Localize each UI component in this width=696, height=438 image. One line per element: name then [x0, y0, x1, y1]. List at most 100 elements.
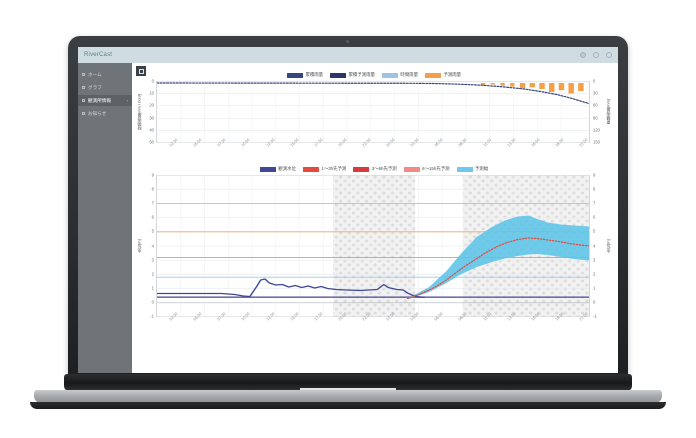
laptop-hinge	[64, 374, 632, 391]
legend-swatch	[424, 72, 441, 78]
legend-swatch	[381, 72, 398, 78]
axis-tick-label: 20	[149, 102, 154, 108]
axis-tick-label: 7	[593, 200, 596, 206]
legend-item-forecast-1-3h[interactable]: 1〜3h先予測	[302, 166, 346, 172]
axis-tick-label: 90	[593, 115, 598, 121]
rainfall-ylabel-right: 累積雨量[mm]	[605, 99, 611, 125]
sidebar-item-home[interactable]: ホーム	[78, 69, 132, 80]
home-icon	[82, 73, 85, 76]
axis-tick-label: 9	[593, 172, 596, 178]
water-level-yaxis-right: 9 8 7 6 5 4 3 2 1 0 -1	[590, 172, 605, 319]
main-content: 累積雨量 累積予測雨量 時間雨量	[132, 63, 618, 373]
rainfall-svg	[157, 81, 589, 143]
chart-icon	[82, 86, 85, 89]
legend-label: 6〜15h先予測	[422, 166, 450, 171]
forecast-range-band	[407, 215, 589, 300]
axis-tick-label: 4	[593, 243, 596, 248]
legend-swatch	[353, 166, 370, 172]
water-level-legend: 観測水位 1〜3h先予測 3〜6h先予測	[136, 163, 612, 175]
sidebar-item-graph[interactable]: グラフ	[78, 82, 132, 93]
axis-tick-label: 0	[151, 299, 154, 305]
axis-tick-label: 1	[151, 285, 154, 291]
app-title: RiverCast	[84, 52, 113, 58]
axis-tick-label: 6	[151, 214, 154, 220]
sidebar-item-notice[interactable]: お知らせ	[78, 108, 132, 119]
rainfall-plot-area: 時間雨量[mm / hour] 0 10 20 30 40 50	[136, 78, 612, 145]
app-titlebar: RiverCast	[78, 47, 618, 63]
legend-label: 3〜6h先予測	[371, 166, 397, 171]
legend-item-forecast-range[interactable]: 予測幅	[456, 166, 488, 172]
axis-tick-label: 1	[593, 285, 596, 291]
settings-icon[interactable]	[580, 52, 586, 58]
sidebar-item-station-info[interactable]: 観測所情報 ›	[78, 95, 132, 106]
axis-tick-label: 6	[593, 214, 596, 220]
legend-label: 観測水位	[278, 166, 296, 171]
laptop-base-shadow	[30, 402, 666, 409]
water-level-plot-area: 水位[m] 9 8 7 6 5 4 3 2 1 0 -1	[136, 172, 612, 319]
bell-icon[interactable]	[593, 52, 599, 58]
legend-item-hourly-rainfall[interactable]: 時間雨量	[381, 72, 418, 78]
laptop-camera	[346, 40, 349, 43]
rainfall-plot	[156, 81, 590, 143]
app-window: RiverCast ホーム グラフ	[78, 47, 618, 373]
info-icon	[82, 112, 85, 115]
axis-tick-label: 0	[593, 299, 596, 305]
legend-label: 時間雨量	[400, 72, 418, 77]
water-level-ylabel-left: 水位[m]	[136, 239, 142, 253]
axis-tick-label: 8	[593, 186, 596, 192]
rainfall-legend: 累積雨量 累積予測雨量 時間雨量	[136, 69, 612, 81]
threshold-lines	[157, 202, 589, 298]
rainfall-yaxis-right: 0 30 60 90 120 150	[590, 78, 605, 145]
axis-tick-label: 150	[593, 139, 600, 145]
help-icon[interactable]	[606, 52, 612, 58]
axis-tick-label: 30	[593, 90, 598, 96]
axis-tick-label: 0	[593, 78, 596, 84]
legend-swatch	[302, 166, 319, 172]
legend-swatch	[286, 72, 303, 78]
legend-item-observed-level[interactable]: 観測水位	[259, 166, 296, 172]
water-level-ylabel-right: 水位[m]	[605, 239, 611, 253]
forecast-median-line	[406, 237, 589, 300]
legend-item-forecast-6-15h[interactable]: 6〜15h先予測	[403, 166, 450, 172]
laptop-screen: RiverCast ホーム グラフ	[78, 47, 618, 373]
water-level-plot	[156, 175, 590, 317]
hamburger-menu-icon[interactable]	[136, 66, 146, 76]
axis-tick-label: 9	[151, 172, 154, 178]
legend-item-forecast-3-6h[interactable]: 3〜6h先予測	[353, 166, 397, 172]
legend-item-forecast-cumulative-rainfall[interactable]: 累積予測雨量	[330, 72, 375, 78]
axis-tick-label: 120	[593, 127, 600, 133]
axis-tick-label: 50	[149, 139, 154, 145]
sidebar: ホーム グラフ 観測所情報 › お知らせ	[78, 63, 132, 373]
axis-tick-label: 30	[149, 115, 154, 121]
legend-swatch	[456, 166, 473, 172]
legend-label: 累積雨量	[305, 72, 324, 77]
axis-tick-label: 40	[149, 127, 154, 133]
axis-tick-label: 5	[151, 228, 154, 234]
rainfall-gridlines	[157, 81, 589, 143]
water-level-xaxis: 02:30 05:00 07:30 10:00 12:30 15:00 17:30 20:00…	[156, 311, 590, 335]
axis-tick-label: 0	[151, 78, 154, 84]
legend-swatch	[259, 166, 276, 172]
legend-item-forecast-rainfall[interactable]: 予測雨量	[424, 72, 461, 78]
water-level-yaxis-left: 9 8 7 6 5 4 3 2 1 0 -1	[143, 172, 156, 319]
rainfall-ylabel-left: 時間雨量[mm / hour]	[136, 93, 142, 131]
legend-label: 累積予測雨量	[348, 72, 375, 77]
sidebar-item-label: ホーム	[88, 71, 102, 77]
axis-tick-label: 3	[593, 257, 596, 263]
rainfall-yaxis-left: 0 10 20 30 40 50	[143, 78, 156, 145]
axis-tick-label: 60	[593, 102, 598, 108]
station-icon	[82, 99, 85, 102]
axis-tick-label: 4	[151, 243, 154, 248]
axis-tick-label: 7	[151, 200, 154, 206]
axis-tick-label: -1	[593, 313, 597, 319]
sidebar-item-label: お知らせ	[88, 110, 107, 116]
axis-tick-label: -1	[150, 313, 154, 319]
cumulative-rainfall-line	[157, 82, 589, 105]
laptop-base	[34, 390, 662, 403]
sidebar-item-label: グラフ	[88, 84, 102, 90]
water-level-svg	[157, 175, 589, 317]
legend-item-cumulative-rainfall[interactable]: 累積雨量	[286, 72, 324, 78]
rainfall-chart: 累積雨量 累積予測雨量 時間雨量	[136, 69, 612, 161]
forecast-rainfall-bars	[481, 83, 584, 94]
